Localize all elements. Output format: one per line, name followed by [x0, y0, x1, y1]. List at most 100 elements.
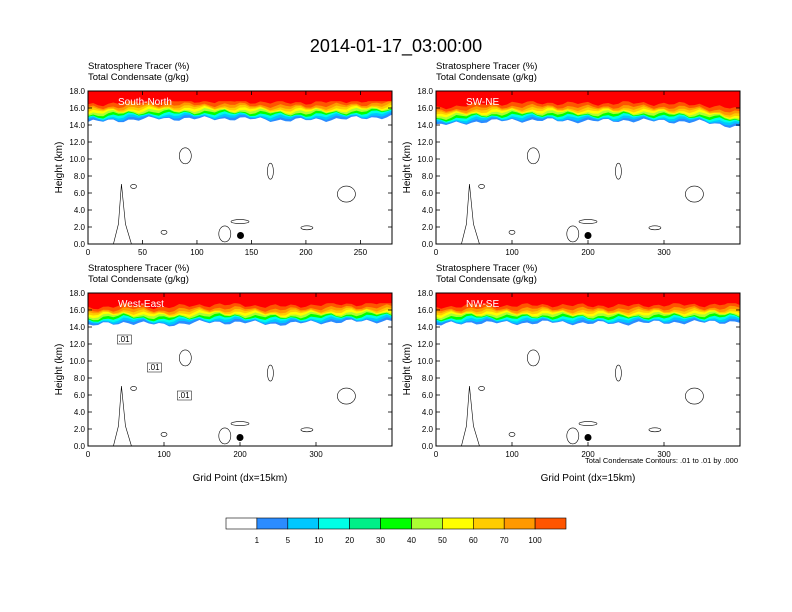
cross-section-label: South-North [118, 97, 172, 108]
y-tick-label: 4.0 [74, 408, 86, 417]
y-tick-label: 16.0 [69, 306, 85, 315]
condensate-contour-column [113, 385, 132, 446]
cross-section-label: West-East [118, 299, 164, 310]
y-tick-label: 6.0 [74, 391, 86, 400]
y-tick-label: 0.0 [74, 240, 86, 249]
colorbar-cell [225, 517, 258, 530]
y-tick-label: 12.0 [417, 340, 433, 349]
panel-header-condensate: Total Condensate (g/kg) [88, 72, 189, 83]
panel-header-tracer: Stratosphere Tracer (%) [436, 263, 537, 274]
colorbar: 1 5 10 20 30 40 50 60 70 100 [225, 517, 567, 545]
x-tick-label: 100 [505, 450, 519, 459]
y-tick-label: 18.0 [417, 87, 433, 96]
tracer-cap [436, 293, 740, 304]
condensate-contour [685, 387, 704, 405]
contour-label: .01 [178, 391, 190, 400]
condensate-contour-column [461, 183, 480, 244]
y-tick-label: 0.0 [422, 240, 434, 249]
colorbar-cell [503, 517, 536, 530]
condensate-contour [578, 219, 598, 224]
panel-header-tracer: Stratosphere Tracer (%) [88, 61, 189, 72]
cross-section-label: NW-SE [466, 299, 499, 310]
x-tick-label: 300 [657, 248, 671, 257]
colorbar-cell [256, 517, 289, 530]
condensate-contour [478, 184, 485, 189]
x-tick-label: 0 [434, 248, 439, 257]
x-tick-label: 150 [245, 248, 259, 257]
contour-label: .01 [118, 335, 130, 344]
condensate-contour-column [113, 183, 132, 244]
panel-plot-area [436, 293, 740, 446]
condensate-contour-column [461, 385, 480, 446]
condensate-contour [218, 427, 232, 445]
panel-header-condensate: Total Condensate (g/kg) [436, 72, 537, 83]
x-tick-label: 250 [354, 248, 368, 257]
colorbar-cell [287, 517, 319, 530]
condensate-contour [508, 432, 516, 437]
colorbar-label: 10 [314, 536, 323, 545]
location-marker [584, 232, 592, 239]
colorbar-label: 60 [469, 536, 478, 545]
condensate-contour [685, 185, 704, 203]
x-tick-label: 0 [86, 248, 91, 257]
y-tick-label: 14.0 [417, 121, 433, 130]
panel-bottom-right: Stratosphere Tracer (%)Total Condensate … [402, 263, 741, 484]
y-tick-label: 0.0 [74, 442, 86, 451]
panels-group: Stratosphere Tracer (%)Total Condensate … [54, 61, 741, 484]
colorbar-label: 20 [345, 536, 354, 545]
condensate-contour [648, 225, 662, 231]
condensate-contour [566, 427, 580, 445]
contour-label-box [177, 390, 192, 401]
tracer-cap [88, 293, 392, 304]
x-tick-label: 0 [434, 450, 439, 459]
y-tick-label: 14.0 [69, 121, 85, 130]
condensate-contour [179, 349, 192, 367]
panel-header-tracer: Stratosphere Tracer (%) [88, 263, 189, 274]
y-tick-label: 18.0 [69, 87, 85, 96]
tracer-cap [436, 91, 740, 102]
panel-header-condensate: Total Condensate (g/kg) [436, 274, 537, 285]
y-tick-label: 0.0 [422, 442, 434, 451]
colorbar-cell [534, 517, 567, 530]
colorbar-cell [411, 517, 443, 530]
y-tick-label: 16.0 [417, 104, 433, 113]
colorbar-label: 50 [438, 536, 447, 545]
y-tick-label: 4.0 [422, 408, 434, 417]
colorbar-cell [380, 517, 412, 530]
condensate-contour [218, 225, 232, 243]
x-tick-label: 200 [581, 450, 595, 459]
x-tick-label: 100 [190, 248, 204, 257]
panel-top-left: Stratosphere Tracer (%)Total Condensate … [54, 61, 393, 257]
y-tick-label: 8.0 [74, 374, 86, 383]
colorbar-label: 1 [255, 536, 260, 545]
y-tick-label: 6.0 [74, 189, 86, 198]
colorbar-label: 5 [286, 536, 291, 545]
condensate-contour [337, 387, 356, 405]
condensate-contour [615, 364, 622, 382]
cross-section-label: SW-NE [466, 97, 499, 108]
y-tick-label: 4.0 [74, 206, 86, 215]
panel-plot-area [436, 91, 740, 244]
y-tick-label: 8.0 [74, 172, 86, 181]
y-tick-label: 8.0 [422, 172, 434, 181]
condensate-contour [526, 349, 540, 367]
panel-bottom-left: Stratosphere Tracer (%)Total Condensate … [54, 263, 393, 484]
y-tick-label: 12.0 [69, 138, 85, 147]
condensate-contour [230, 219, 250, 224]
x-tick-label: 50 [138, 248, 147, 257]
colorbar-label: 100 [528, 536, 542, 545]
y-tick-label: 18.0 [417, 289, 433, 298]
colorbar-label: 40 [407, 536, 416, 545]
panel-header-tracer: Stratosphere Tracer (%) [436, 61, 537, 72]
condensate-contour [130, 184, 137, 189]
y-tick-label: 16.0 [417, 306, 433, 315]
x-tick-label: 200 [233, 450, 247, 459]
colorbar-cell [472, 517, 505, 530]
condensate-contour [230, 421, 250, 426]
condensate-contour [566, 225, 580, 243]
y-axis-label: Height (km) [402, 344, 413, 396]
condensate-contour [267, 162, 274, 180]
condensate-contour [478, 386, 485, 391]
contour-label-box [117, 334, 132, 345]
